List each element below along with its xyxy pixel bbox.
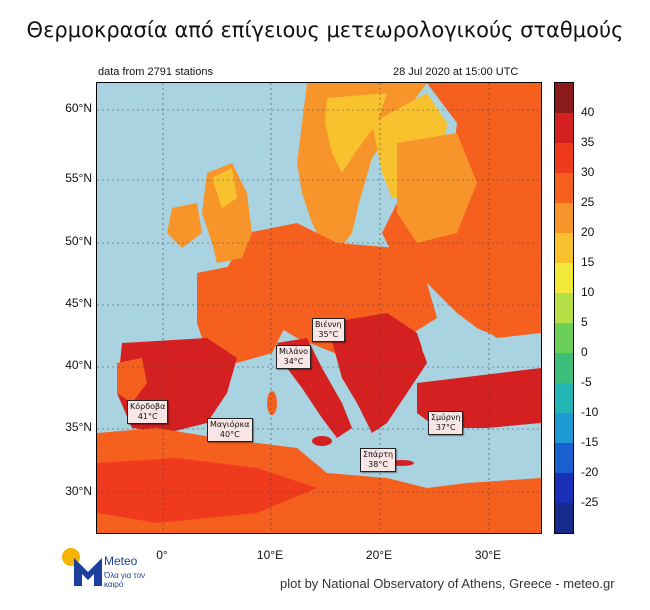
colorbar-cell [555,503,573,533]
city-temp: 41°C [137,412,158,421]
colorbar-label: 5 [581,315,588,329]
ytick-35n: 35°N [65,420,92,434]
colorbar-label: -15 [581,435,599,449]
temperature-map [96,82,542,534]
colorbar-label: 35 [581,135,595,149]
colorbar-label: 25 [581,195,595,209]
city-temp: 37°C [435,423,456,432]
colorbar [554,82,574,534]
city-label-mallorca: Μαγιόρκα 40°C [207,418,253,442]
city-temp: 40°C [219,430,240,439]
land-balkans [327,313,427,433]
city-name: Κόρδοβα [130,402,166,411]
colorbar-cell [555,143,573,173]
logo-name: Meteo [104,554,138,568]
colorbar-label: 40 [581,105,595,119]
island-sicily [312,436,332,446]
land-scandinavia-north [325,93,387,173]
colorbar-label: -20 [581,465,599,479]
colorbar-label: -5 [581,375,592,389]
land-africa-hot [97,458,317,523]
xtick-30e: 30°E [474,548,502,562]
map-title: Θερμοκρασία από επίγειους μετεωρολογικού… [26,18,624,42]
city-temp: 35°C [318,330,339,339]
map-canvas [97,83,541,533]
colorbar-cell [555,173,573,203]
city-name: Σμύρνη [431,413,461,422]
city-label-cordoba: Κόρδοβα 41°C [127,400,169,424]
colorbar-cell [555,443,573,473]
colorbar-label: 30 [581,165,595,179]
city-name: Σπάρτη [363,450,394,459]
land-iberia-coast [117,358,147,403]
colorbar-cell [555,83,573,113]
colorbar-label: 20 [581,225,595,239]
colorbar-cell [555,263,573,293]
colorbar-label: -25 [581,495,599,509]
city-label-smyrna: Σμύρνη 37°C [428,411,464,435]
land-britain [202,163,252,263]
colorbar-label: 10 [581,285,595,299]
colorbar-cell [555,413,573,443]
credit-text: plot by National Observatory of Athens, … [280,576,615,591]
ytick-55n: 55°N [65,171,92,185]
land-britain-north [212,168,237,208]
xtick-0: 0° [156,548,168,562]
ytick-40n: 40°N [65,358,92,372]
city-label-sparti: Σπάρτη 38°C [360,448,397,472]
colorbar-cell [555,353,573,383]
city-name: Βιέννη [315,320,342,329]
city-name: Μαγιόρκα [210,420,250,429]
colorbar-label: -10 [581,405,599,419]
ytick-50n: 50°N [65,234,92,248]
colorbar-cell [555,383,573,413]
black-sea [422,328,502,368]
timestamp: 28 Jul 2020 at 15:00 UTC [393,66,519,78]
xtick-10e: 10°E [256,548,284,562]
city-temp: 38°C [368,460,388,469]
ytick-45n: 45°N [65,296,92,310]
logo-tagline: Όλα για τον καιρό [104,571,146,589]
colorbar-label: 15 [581,255,595,269]
ytick-30n: 30°N [65,484,92,498]
colorbar-cell [555,323,573,353]
island-sardinia [267,391,277,415]
colorbar-cell [555,233,573,263]
colorbar-cell [555,293,573,323]
city-label-milan: Μιλάνο 34°C [276,345,311,369]
city-label-vienna: Βιέννη 35°C [312,318,345,342]
meteo-logo-icon [62,548,102,586]
land-east-cool [397,133,477,243]
station-count: data from 2791 stations [98,66,213,78]
city-name: Μιλάνο [279,347,308,356]
colorbar-label: 0 [581,345,588,359]
city-temp: 34°C [283,357,304,366]
xtick-20e: 20°E [365,548,393,562]
colorbar-cell [555,113,573,143]
colorbar-cell [555,473,573,503]
land-france [197,263,287,363]
colorbar-cell [555,203,573,233]
ytick-60n: 60°N [65,101,92,115]
land-ireland [167,203,202,248]
